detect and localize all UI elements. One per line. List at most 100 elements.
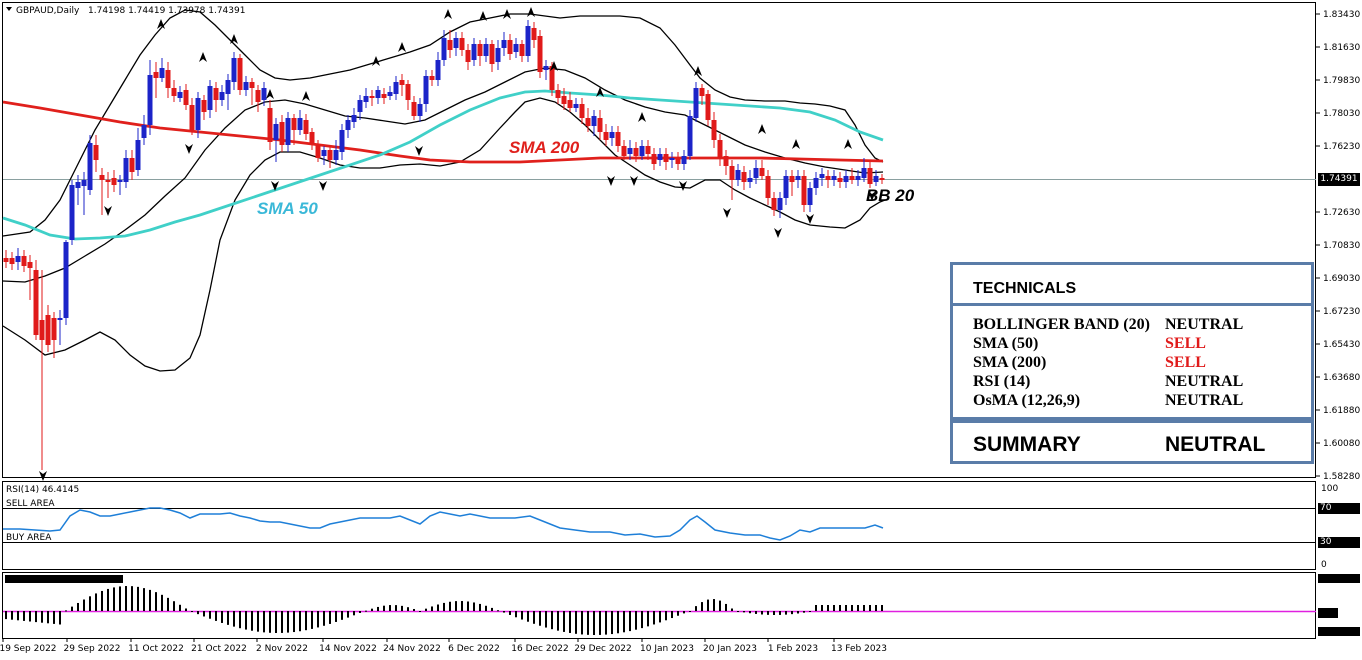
candle-bull bbox=[807, 188, 813, 205]
tech-row-bollinger: BOLLINGER BAND (20) NEUTRAL bbox=[973, 316, 1303, 335]
osma-bar bbox=[305, 611, 307, 631]
collapse-triangle-icon[interactable] bbox=[6, 7, 12, 11]
candle-bear bbox=[477, 44, 483, 56]
candle-bull bbox=[195, 98, 201, 130]
candle-bull bbox=[57, 318, 63, 320]
candle-bull bbox=[435, 60, 441, 80]
candle-bear bbox=[879, 178, 885, 180]
candle-bull bbox=[219, 92, 225, 100]
osma-bar bbox=[737, 611, 739, 612]
candle-bear bbox=[771, 198, 777, 210]
current-price-tag: 1.74391 bbox=[1318, 173, 1360, 186]
osma-bar bbox=[269, 611, 271, 633]
candle-bear bbox=[381, 94, 387, 98]
candle-bear bbox=[153, 72, 159, 78]
candle-bear bbox=[267, 108, 273, 142]
osma-bar bbox=[341, 611, 343, 620]
technicals-rows-box: BOLLINGER BAND (20) NEUTRAL SMA (50) SEL… bbox=[950, 306, 1314, 420]
osma-bar bbox=[413, 608, 415, 611]
candle-bull bbox=[735, 170, 741, 180]
osma-bar bbox=[779, 611, 781, 615]
osma-bar bbox=[155, 592, 157, 611]
osma-bar bbox=[521, 611, 523, 620]
osma-bar bbox=[95, 593, 97, 611]
candle-bear bbox=[129, 158, 135, 172]
candle-bear bbox=[651, 154, 657, 164]
date-tick-label: 21 Oct 2022 bbox=[191, 644, 247, 654]
candle-bull bbox=[783, 176, 789, 198]
fractal-up-icon bbox=[398, 42, 406, 52]
candle-bull bbox=[231, 58, 237, 82]
osma-bar bbox=[149, 589, 151, 611]
price-tick-label: 1.72630 bbox=[1323, 208, 1360, 218]
osma-bar bbox=[83, 599, 85, 611]
osma-bar bbox=[53, 611, 55, 624]
osma-bar bbox=[425, 608, 427, 611]
candle-bull bbox=[855, 176, 861, 180]
candle-bear bbox=[27, 262, 33, 268]
osma-bar bbox=[827, 605, 829, 611]
candle-bear bbox=[327, 150, 333, 160]
technicals-title: TECHNICALS bbox=[973, 280, 1077, 297]
fractal-down-icon bbox=[415, 146, 423, 156]
candle-bull bbox=[669, 158, 675, 160]
osma-bar bbox=[335, 611, 337, 622]
osma-bar bbox=[605, 611, 607, 635]
fractal-down-icon bbox=[271, 181, 279, 191]
candle-bear bbox=[309, 132, 315, 144]
fractal-down-icon bbox=[806, 214, 814, 224]
candle-bear bbox=[615, 132, 621, 146]
sma200-label: SMA 200 bbox=[509, 138, 580, 157]
osma-bar bbox=[581, 611, 583, 635]
candle-bear bbox=[801, 176, 807, 205]
candle-bear bbox=[315, 145, 321, 158]
osma-bar bbox=[869, 605, 871, 611]
candle-bull bbox=[63, 242, 69, 318]
candle-bear bbox=[213, 88, 219, 100]
osma-bar bbox=[371, 608, 373, 611]
osma-bar bbox=[557, 611, 559, 631]
candle-bull bbox=[15, 256, 21, 262]
osma-bar bbox=[125, 586, 127, 611]
osma-bar bbox=[641, 611, 643, 629]
osma-bar bbox=[143, 588, 145, 611]
candle-bear bbox=[447, 40, 453, 50]
osma-bar bbox=[203, 611, 205, 617]
candle-bull bbox=[417, 104, 423, 116]
fractal-down-icon bbox=[607, 176, 615, 186]
fractal-markers bbox=[39, 7, 876, 481]
main-chart-frame bbox=[2, 2, 1316, 478]
technicals-panel: TECHNICALS BOLLINGER BAND (20) NEUTRAL S… bbox=[950, 262, 1314, 464]
candle-bear bbox=[201, 100, 207, 112]
osma-bar bbox=[401, 605, 403, 611]
osma-bar bbox=[407, 607, 409, 611]
osma-bar bbox=[497, 610, 499, 612]
osma-bar bbox=[365, 610, 367, 612]
osma-bar bbox=[587, 611, 589, 635]
osma-bar bbox=[791, 611, 793, 615]
candle-bull bbox=[525, 26, 531, 56]
osma-bar bbox=[347, 611, 349, 618]
osma-bar bbox=[809, 611, 811, 612]
candle-bull bbox=[333, 150, 339, 160]
osma-bar bbox=[275, 611, 277, 633]
rsi-buy-area-label: BUY AREA bbox=[6, 533, 52, 543]
osma-bar bbox=[227, 611, 229, 625]
date-axis: 19 Sep 2022 29 Sep 2022 11 Oct 2022 21 Oct … bbox=[0, 638, 887, 654]
osma-bar bbox=[653, 611, 655, 625]
candle-bear bbox=[369, 96, 375, 98]
osma-bar bbox=[455, 601, 457, 611]
osma-bar bbox=[473, 602, 475, 611]
osma-bar bbox=[359, 611, 361, 613]
osma-bar bbox=[539, 611, 541, 626]
osma-bar bbox=[131, 586, 133, 611]
osma-bar bbox=[329, 611, 331, 624]
summary-value: NEUTRAL bbox=[1165, 433, 1266, 456]
candle-bear bbox=[255, 90, 261, 102]
osma-bar bbox=[209, 611, 211, 619]
fractal-up-icon bbox=[157, 19, 165, 29]
date-tick-label: 10 Jan 2023 bbox=[640, 644, 694, 654]
summary-box: SUMMARY NEUTRAL bbox=[950, 420, 1314, 464]
candle-bull bbox=[687, 116, 693, 156]
